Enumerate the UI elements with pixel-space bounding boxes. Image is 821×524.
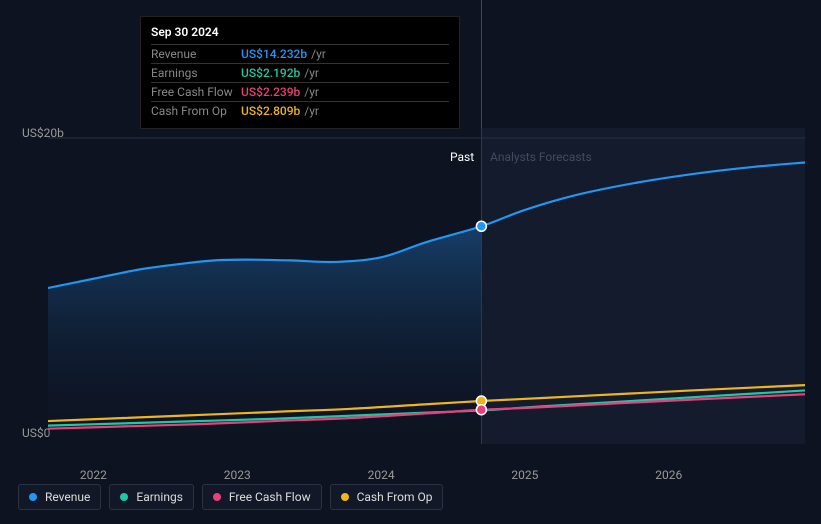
x-axis-label: 2026 xyxy=(655,468,682,482)
tooltip-row-value: US$14.232b xyxy=(241,47,307,61)
legend-dot-icon xyxy=(341,493,349,501)
marker-free-cash-flow xyxy=(476,405,486,415)
tooltip-row-label: Earnings xyxy=(151,66,241,80)
tooltip-row-label: Cash From Op xyxy=(151,104,241,118)
tooltip-row-value: US$2.239b xyxy=(241,85,300,99)
financials-chart: Sep 30 2024 RevenueUS$14.232b/yrEarnings… xyxy=(0,0,821,524)
tooltip-row: Free Cash FlowUS$2.239b/yr xyxy=(151,82,449,101)
tooltip-row: RevenueUS$14.232b/yr xyxy=(151,44,449,63)
x-axis-label: 2023 xyxy=(224,468,251,482)
legend-dot-icon xyxy=(213,493,221,501)
tooltip-rows: RevenueUS$14.232b/yrEarningsUS$2.192b/yr… xyxy=(151,44,449,120)
tooltip-row-label: Free Cash Flow xyxy=(151,85,241,99)
legend-item-free-cash-flow[interactable]: Free Cash Flow xyxy=(202,484,322,510)
legend-item-revenue[interactable]: Revenue xyxy=(18,484,101,510)
tooltip-row-label: Revenue xyxy=(151,47,241,61)
tooltip-row-suffix: /yr xyxy=(311,47,326,61)
legend-label: Revenue xyxy=(45,490,90,504)
tooltip-row: EarningsUS$2.192b/yr xyxy=(151,63,449,82)
marker-revenue xyxy=(476,221,486,231)
x-axis-label: 2022 xyxy=(80,468,107,482)
legend-item-cash-from-op[interactable]: Cash From Op xyxy=(330,484,444,510)
tooltip-row-suffix: /yr xyxy=(304,66,319,80)
legend-dot-icon xyxy=(120,493,128,501)
tooltip-row-value: US$2.192b xyxy=(241,66,300,80)
tooltip-row-suffix: /yr xyxy=(304,104,319,118)
legend-label: Free Cash Flow xyxy=(229,490,311,504)
chart-svg xyxy=(48,128,805,444)
legend-item-earnings[interactable]: Earnings xyxy=(109,484,194,510)
y-axis-bottom-label: US$0 xyxy=(22,426,50,440)
x-axis-label: 2024 xyxy=(368,468,395,482)
tooltip-row-suffix: /yr xyxy=(304,85,319,99)
legend-dot-icon xyxy=(29,493,37,501)
x-axis-label: 2025 xyxy=(511,468,538,482)
legend-label: Earnings xyxy=(136,490,183,504)
tooltip-date: Sep 30 2024 xyxy=(151,25,449,44)
chart-legend: Revenue Earnings Free Cash Flow Cash From O… xyxy=(18,484,443,510)
chart-tooltip: Sep 30 2024 RevenueUS$14.232b/yrEarnings… xyxy=(140,16,460,129)
legend-label: Cash From Op xyxy=(357,490,433,504)
tooltip-row-value: US$2.809b xyxy=(241,104,300,118)
tooltip-row: Cash From OpUS$2.809b/yr xyxy=(151,101,449,120)
